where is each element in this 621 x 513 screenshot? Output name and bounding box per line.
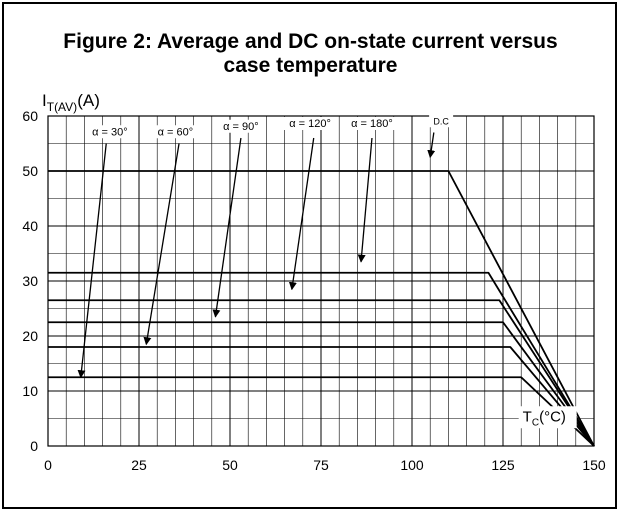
axis-labels: IT(AV)(A) TC(°C)	[42, 91, 577, 429]
series-line-d-c	[48, 170, 595, 447]
x-axis-label: TC(°C)	[523, 408, 566, 428]
annotation-label-bg	[86, 125, 134, 139]
series-line--180	[48, 271, 595, 447]
annotation-arrow	[143, 143, 180, 346]
annotation-label-bg	[217, 119, 265, 133]
annotation-label: D.C	[433, 116, 449, 126]
annotation-label-bg	[152, 125, 199, 139]
annotation-label: α = 30°	[92, 126, 128, 138]
chart-title: Figure 2: Average and DC on-state curren…	[0, 30, 621, 78]
y-axis-label-sub: T(AV)	[47, 100, 77, 114]
chart-title-line2: case temperature	[223, 54, 398, 77]
x-tick-label: 75	[313, 457, 329, 473]
grid	[47, 115, 595, 447]
x-tick-label: 150	[582, 457, 606, 473]
plot-border	[47, 115, 595, 447]
x-axis-label-unit: (°C)	[539, 408, 566, 425]
annotation-arrow	[77, 143, 107, 379]
series-line--120	[48, 299, 595, 447]
annotation-label-bg	[345, 117, 399, 130]
annotation-arrow	[212, 137, 242, 318]
x-tick-label: 100	[400, 457, 424, 473]
annotations: α = 30° α = 60° α = 90° α = 120° α = 180° D.C	[77, 114, 454, 379]
x-tick-label: 125	[491, 457, 515, 473]
y-axis-label: IT(AV)(A)	[42, 91, 100, 114]
y-axis-label-main: I	[42, 91, 47, 110]
y-axis-label-unit: (A)	[77, 91, 100, 110]
x-axis-label-bg	[518, 406, 577, 429]
series-line--90	[48, 321, 595, 447]
annotation-label-bg	[429, 114, 454, 128]
y-tick-label: 50	[22, 163, 38, 179]
y-tick-label: 0	[30, 438, 38, 454]
annotation-label: α = 120°	[289, 118, 331, 130]
x-tick-label: 50	[222, 457, 238, 473]
x-tick-label: 0	[44, 457, 52, 473]
annotation-arrow	[357, 137, 373, 263]
x-tick-label: 25	[131, 457, 147, 473]
annotation-arrow	[288, 137, 315, 291]
x-axis-label-sub: C	[532, 417, 539, 428]
annotation-label: α = 60°	[158, 126, 194, 138]
y-tick-label: 60	[22, 108, 38, 124]
chart-title-line1: Figure 2: Average and DC on-state curren…	[63, 30, 558, 53]
y-tick-label: 20	[22, 328, 38, 344]
x-axis-label-main: T	[523, 408, 532, 425]
y-tick-label: 40	[22, 218, 38, 234]
annotation-label: α = 90°	[223, 121, 259, 133]
figure-frame	[2, 2, 617, 509]
y-tick-label: 30	[22, 273, 38, 289]
annotation-arrow	[427, 132, 436, 159]
y-tick-label: 10	[22, 383, 38, 399]
tick-labels: 0 25 50 75 100 125 150 0 10 20 30 40 50 60	[22, 108, 605, 473]
annotation-label-bg	[283, 117, 337, 130]
annotation-label: α = 180°	[351, 118, 393, 130]
